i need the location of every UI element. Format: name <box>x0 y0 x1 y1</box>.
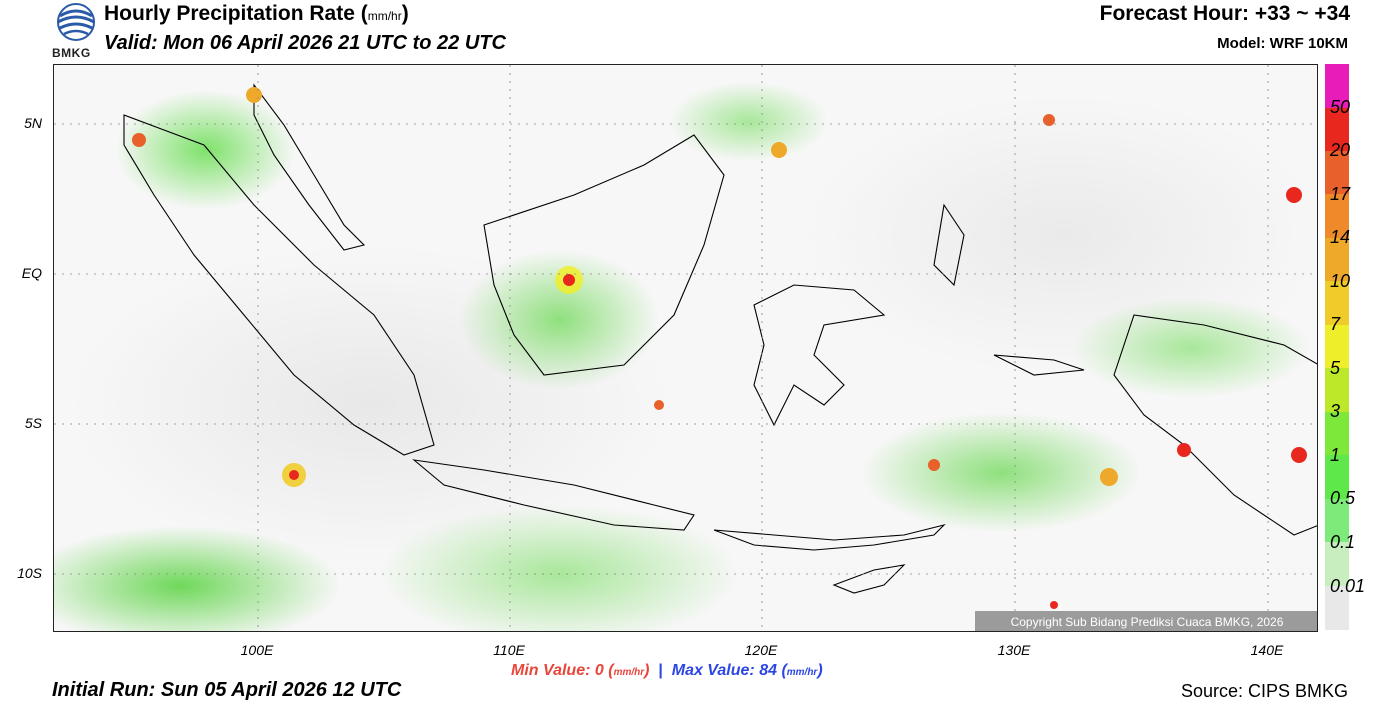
valid-time: Valid: Mon 06 April 2026 21 UTC to 22 UT… <box>104 32 506 54</box>
colorbar-swatch <box>1325 64 1349 108</box>
colorbar-label: 14 <box>1330 227 1351 247</box>
sumatra-outline <box>123 114 435 456</box>
colorbar-label: 17 <box>1330 184 1351 204</box>
java-outline <box>412 459 695 531</box>
max-value: 84 <box>759 662 777 679</box>
max-unit-text: mm/hr <box>786 667 818 678</box>
colorbar-label: 10 <box>1330 271 1351 291</box>
y-tick-eq: EQ <box>21 265 42 281</box>
nusa-tenggara-outline <box>713 523 946 551</box>
map-svg <box>54 65 1317 631</box>
borneo-outline <box>483 134 725 376</box>
min-unit-text: mm/hr <box>613 667 645 678</box>
colorbar-swatch <box>1325 151 1349 194</box>
max-unit: (mm/hr) <box>781 662 823 679</box>
colorbar-label: 3 <box>1330 401 1341 421</box>
colorbar-label: 20 <box>1330 140 1351 160</box>
colorbar-swatch <box>1325 542 1349 586</box>
title-text: Hourly Precipitation Rate ( <box>104 2 368 25</box>
colorbar-swatch <box>1325 238 1349 281</box>
colorbar-swatch <box>1325 194 1349 238</box>
colorbar-label: 1 <box>1330 445 1341 465</box>
colorbar-swatch <box>1325 325 1349 368</box>
min-max-summary: Min Value: 0 (mm/hr) | Max Value: 84 (mm… <box>511 662 823 680</box>
colorbar-label: 5 <box>1330 358 1341 378</box>
seram-outline <box>993 354 1085 376</box>
y-tick-5n: 5N <box>24 115 42 131</box>
colorbar-label: 50 <box>1330 97 1351 117</box>
x-tick-140e: 140E <box>1250 642 1284 658</box>
separator: | <box>653 662 668 679</box>
new-guinea-outline <box>1113 314 1317 536</box>
y-tick-10s: 10S <box>17 565 42 581</box>
min-value: 0 <box>594 662 604 679</box>
colorbar-label: 0.5 <box>1330 488 1356 508</box>
x-tick-120e: 120E <box>744 642 778 658</box>
colorbar-swatch <box>1325 455 1349 499</box>
precipitation-map: Copyright Sub Bidang Prediksi Cuaca BMKG… <box>53 64 1318 632</box>
colorbar-swatch <box>1325 108 1349 151</box>
malay-peninsula-outline <box>253 83 366 251</box>
colorbar-swatch <box>1325 368 1349 412</box>
timor-outline <box>832 564 906 594</box>
x-tick-100e: 100E <box>240 642 274 658</box>
page-title: Hourly Precipitation Rate (mm/hr) <box>104 2 409 26</box>
initial-run: Initial Run: Sun 05 April 2026 12 UTC <box>52 679 402 701</box>
colorbar-label: 0.1 <box>1330 532 1356 552</box>
colorbar-swatch <box>1325 412 1349 455</box>
max-label: Max Value: <box>671 662 755 679</box>
source-label: Source: CIPS BMKG <box>1180 681 1348 701</box>
copyright-notice: Copyright Sub Bidang Prediksi Cuaca BMKG… <box>975 611 1317 631</box>
colorbar-swatch <box>1325 499 1349 542</box>
bmkg-logo-icon <box>52 2 100 60</box>
model-label: Model: WRF 10KM <box>1217 35 1348 52</box>
forecast-hour: Forecast Hour: +33 ~ +34 <box>1099 2 1350 25</box>
colorbar <box>1325 64 1349 630</box>
y-tick-5s: 5S <box>24 415 42 431</box>
min-unit: (mm/hr) <box>608 662 650 679</box>
halmahera-outline <box>933 203 965 287</box>
colorbar-swatch <box>1325 281 1349 325</box>
min-label: Min Value: <box>511 662 591 679</box>
x-tick-110e: 110E <box>493 642 525 658</box>
colorbar-swatch <box>1325 586 1349 630</box>
colorbar-label: 7 <box>1330 314 1341 334</box>
title-close: ) <box>401 2 409 25</box>
title-unit: mm/hr <box>367 9 402 23</box>
logo-text: BMKG <box>52 46 91 60</box>
sulawesi-outline <box>753 284 886 427</box>
x-tick-130e: 130E <box>997 642 1031 658</box>
colorbar-label: 0.01 <box>1330 576 1366 596</box>
